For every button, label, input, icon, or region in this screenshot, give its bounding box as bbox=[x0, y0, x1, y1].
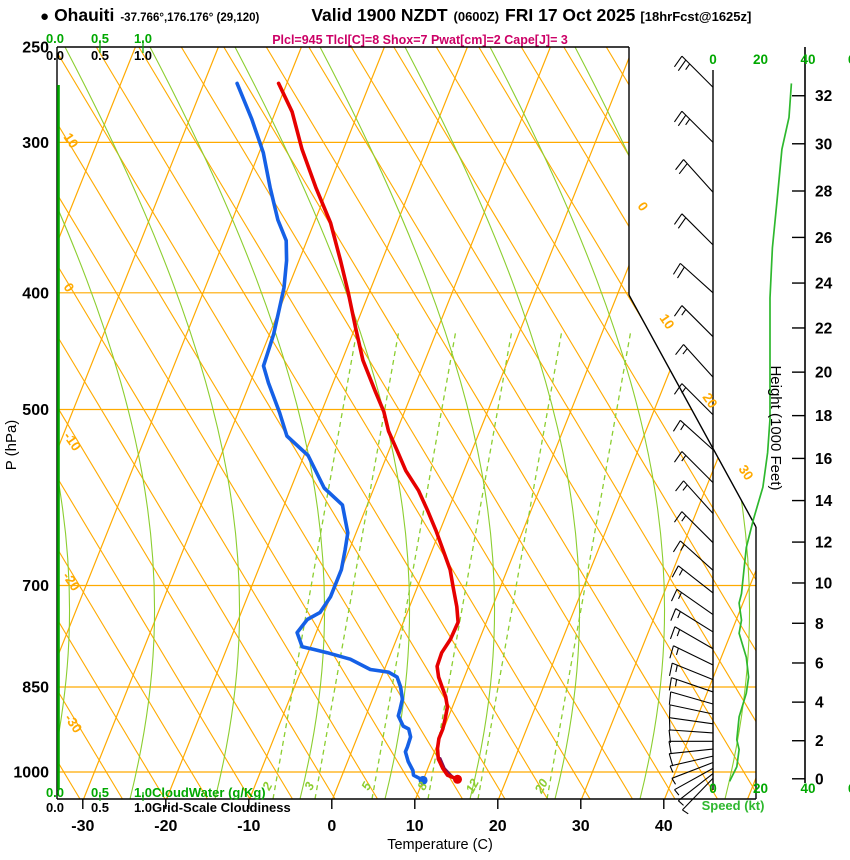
svg-text:700: 700 bbox=[22, 578, 49, 595]
sounding-indices: Plcl=945 Tlcl[C]=8 Shox=7 Pwat[cm]=2 Cap… bbox=[272, 33, 568, 47]
svg-text:0.0: 0.0 bbox=[46, 800, 64, 815]
svg-text:20: 20 bbox=[489, 818, 507, 835]
svg-text:18: 18 bbox=[815, 408, 833, 425]
svg-text:30: 30 bbox=[572, 818, 590, 835]
svg-text:8: 8 bbox=[815, 616, 824, 633]
svg-text:6: 6 bbox=[815, 655, 824, 672]
svg-text:14: 14 bbox=[815, 493, 833, 510]
dewpoint-curve bbox=[235, 81, 425, 783]
svg-text:30: 30 bbox=[815, 136, 832, 153]
wind-barbs bbox=[668, 55, 714, 815]
temperature-curve bbox=[276, 81, 460, 782]
svg-text:4: 4 bbox=[815, 695, 824, 712]
svg-text:850: 850 bbox=[22, 680, 49, 697]
svg-text:26: 26 bbox=[815, 230, 833, 247]
svg-text:1.0: 1.0 bbox=[134, 48, 152, 63]
svg-text:24: 24 bbox=[815, 276, 833, 293]
svg-text:40: 40 bbox=[655, 818, 673, 835]
svg-text:2: 2 bbox=[815, 733, 824, 750]
svg-text:20: 20 bbox=[700, 390, 721, 411]
svg-text:60: 60 bbox=[848, 781, 850, 796]
valid-zulu: (0600Z) bbox=[453, 9, 500, 24]
svg-text:60: 60 bbox=[848, 52, 850, 67]
svg-text:250: 250 bbox=[22, 40, 49, 57]
svg-text:12: 12 bbox=[815, 535, 832, 552]
svg-text:1000: 1000 bbox=[13, 765, 49, 782]
station-coords: -37.766°,176.176° (29,120) bbox=[120, 12, 260, 24]
svg-text:22: 22 bbox=[815, 320, 832, 337]
svg-text:500: 500 bbox=[22, 402, 49, 419]
svg-text:40: 40 bbox=[800, 52, 815, 67]
svg-text:28: 28 bbox=[815, 183, 833, 200]
svg-text:-30: -30 bbox=[71, 818, 94, 835]
svg-text:-30: -30 bbox=[62, 711, 85, 736]
forecast-lead: [18hrFcst@1625z] bbox=[640, 9, 752, 24]
svg-text:0: 0 bbox=[815, 771, 824, 788]
svg-text:16: 16 bbox=[815, 451, 833, 468]
svg-text:P (hPa): P (hPa) bbox=[3, 420, 20, 471]
svg-text:3: 3 bbox=[302, 780, 318, 793]
svg-text:10: 10 bbox=[61, 130, 82, 151]
svg-text:0: 0 bbox=[327, 818, 336, 835]
svg-text:1.0: 1.0 bbox=[134, 31, 152, 46]
svg-text:12: 12 bbox=[463, 777, 482, 796]
svg-text:Grid-Scale Cloudiness: Grid-Scale Cloudiness bbox=[152, 800, 291, 815]
plot-border bbox=[56, 46, 757, 800]
grid-lines bbox=[57, 47, 756, 799]
svg-text:0.5: 0.5 bbox=[91, 31, 109, 46]
wind-speed-curve bbox=[728, 83, 793, 782]
svg-text:0.5: 0.5 bbox=[91, 800, 109, 815]
svg-text:-20: -20 bbox=[60, 569, 83, 594]
station-name: Ohauiti bbox=[54, 5, 115, 25]
svg-text:400: 400 bbox=[22, 285, 49, 302]
svg-text:0: 0 bbox=[709, 781, 717, 796]
svg-text:300: 300 bbox=[22, 135, 49, 152]
svg-text:30: 30 bbox=[736, 462, 757, 483]
svg-text:20: 20 bbox=[815, 365, 832, 382]
svg-text:0.0: 0.0 bbox=[46, 785, 64, 800]
svg-text:10: 10 bbox=[406, 818, 424, 835]
surface-dots bbox=[418, 774, 463, 785]
svg-text:10: 10 bbox=[815, 575, 832, 592]
svg-text:-10: -10 bbox=[237, 818, 260, 835]
svg-text:10: 10 bbox=[657, 311, 678, 332]
svg-text:20: 20 bbox=[753, 781, 768, 796]
svg-text:Temperature (C): Temperature (C) bbox=[387, 837, 493, 853]
station-bullet-icon: ● bbox=[40, 8, 50, 25]
svg-text:40: 40 bbox=[800, 781, 815, 796]
svg-text:-20: -20 bbox=[154, 818, 177, 835]
svg-text:0: 0 bbox=[709, 52, 717, 67]
svg-text:CloudWater (g/Kg): CloudWater (g/Kg) bbox=[152, 785, 266, 800]
svg-text:0.0: 0.0 bbox=[46, 48, 64, 63]
moist-adiabats bbox=[57, 47, 756, 799]
svg-text:0.5: 0.5 bbox=[91, 48, 109, 63]
svg-text:20: 20 bbox=[753, 52, 768, 67]
svg-text:0: 0 bbox=[635, 199, 652, 214]
svg-text:Speed (kt): Speed (kt) bbox=[702, 798, 765, 813]
valid-time: Valid 1900 NZDT bbox=[311, 5, 448, 25]
svg-text:1.0: 1.0 bbox=[134, 800, 152, 815]
chart-title: ● Ohauiti -37.766°,176.176° (29,120) Val… bbox=[40, 5, 751, 26]
svg-text:0.0: 0.0 bbox=[46, 31, 64, 46]
svg-text:Height (1000 Feet): Height (1000 Feet) bbox=[767, 365, 784, 490]
mixing-ratio-lines bbox=[272, 329, 632, 799]
svg-text:20: 20 bbox=[532, 777, 551, 797]
svg-text:32: 32 bbox=[815, 88, 832, 105]
valid-date: FRI 17 Oct 2025 bbox=[505, 5, 636, 25]
